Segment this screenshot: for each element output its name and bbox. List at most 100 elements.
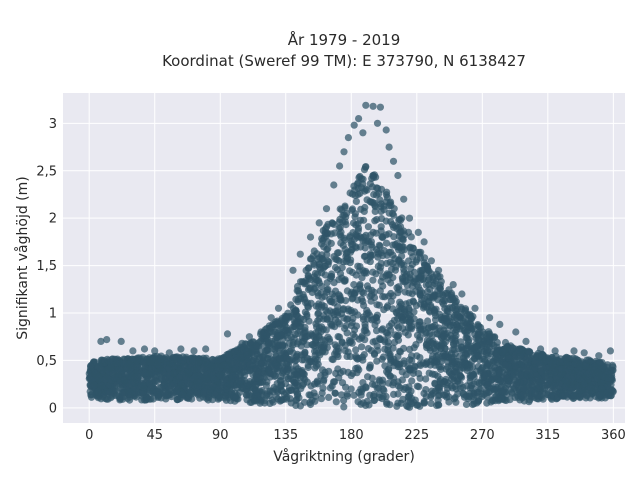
data-point — [423, 303, 431, 311]
data-point — [484, 360, 492, 368]
data-point — [245, 333, 253, 341]
data-point — [360, 269, 369, 277]
data-point — [569, 369, 577, 378]
data-point — [253, 342, 261, 350]
data-point — [331, 389, 339, 397]
data-point — [501, 388, 509, 396]
data-point — [114, 366, 122, 374]
x-axis-label: Vågriktning (grader) — [273, 448, 415, 465]
data-point — [519, 384, 527, 393]
data-point — [347, 322, 356, 330]
data-point — [97, 356, 105, 364]
data-point — [318, 303, 326, 311]
data-point — [243, 396, 251, 404]
data-point — [354, 262, 362, 270]
data-point — [369, 268, 377, 276]
data-point — [366, 180, 374, 188]
data-point — [406, 316, 414, 324]
x-tick-label: 225 — [404, 428, 429, 443]
data-point — [192, 372, 200, 380]
data-point — [415, 336, 424, 344]
data-point — [555, 373, 563, 381]
data-point — [385, 365, 393, 373]
data-point — [478, 364, 486, 372]
data-point — [318, 240, 326, 248]
data-point — [373, 357, 381, 365]
data-point — [301, 398, 309, 406]
data-point — [179, 390, 187, 399]
data-point — [157, 355, 165, 363]
data-point — [556, 358, 564, 366]
data-point — [440, 326, 448, 334]
data-point — [398, 214, 406, 222]
x-tick-label: 270 — [470, 428, 495, 443]
data-point — [451, 394, 459, 402]
data-point — [103, 336, 111, 344]
data-point — [553, 394, 561, 402]
data-point — [409, 278, 417, 286]
data-point — [285, 384, 293, 392]
data-point — [394, 171, 402, 180]
data-point — [390, 233, 398, 241]
data-point — [288, 356, 296, 364]
data-point — [267, 314, 275, 322]
data-point — [267, 355, 275, 363]
data-point — [309, 332, 318, 340]
data-point — [351, 289, 359, 297]
data-point — [243, 347, 251, 355]
data-point — [394, 390, 402, 398]
data-point — [374, 253, 382, 261]
data-point — [514, 369, 522, 377]
data-point — [341, 218, 349, 226]
data-point — [87, 390, 96, 399]
data-point — [238, 384, 246, 392]
data-point — [477, 378, 486, 387]
data-point — [329, 356, 337, 364]
data-point — [277, 381, 285, 390]
x-tick-label: 180 — [339, 428, 364, 443]
data-point — [313, 356, 321, 364]
data-point — [90, 381, 98, 389]
data-point — [382, 231, 390, 239]
data-point — [347, 385, 355, 393]
data-point — [423, 336, 431, 344]
data-point — [489, 333, 497, 341]
data-point — [414, 401, 422, 409]
data-point — [295, 394, 303, 402]
data-point — [405, 306, 413, 314]
data-point — [289, 266, 297, 274]
data-point — [290, 335, 298, 343]
data-point — [356, 243, 365, 251]
data-point — [255, 370, 263, 378]
y-axis-label: Signifikant våghöjd (m) — [14, 176, 31, 339]
data-point — [523, 367, 531, 375]
data-point — [173, 386, 181, 395]
data-point — [304, 285, 313, 294]
data-point — [301, 327, 309, 335]
data-point — [299, 291, 307, 299]
data-point — [583, 370, 591, 379]
data-point — [202, 358, 210, 367]
data-point — [337, 239, 345, 247]
data-point — [165, 349, 173, 357]
data-point — [151, 377, 159, 385]
data-point — [306, 399, 314, 407]
data-point — [304, 361, 312, 369]
data-point — [346, 232, 354, 240]
data-point — [159, 368, 167, 376]
data-point — [352, 352, 360, 360]
data-point — [456, 384, 464, 392]
data-point — [541, 372, 549, 381]
data-point — [227, 359, 235, 368]
data-point — [272, 393, 280, 401]
data-point — [120, 376, 128, 384]
data-point — [177, 365, 185, 373]
data-point — [432, 353, 440, 361]
data-point — [369, 276, 377, 284]
data-point — [147, 383, 155, 391]
data-point — [449, 281, 457, 289]
data-point — [416, 354, 424, 362]
data-point — [408, 377, 416, 385]
data-point — [395, 243, 403, 252]
data-point — [360, 351, 368, 359]
